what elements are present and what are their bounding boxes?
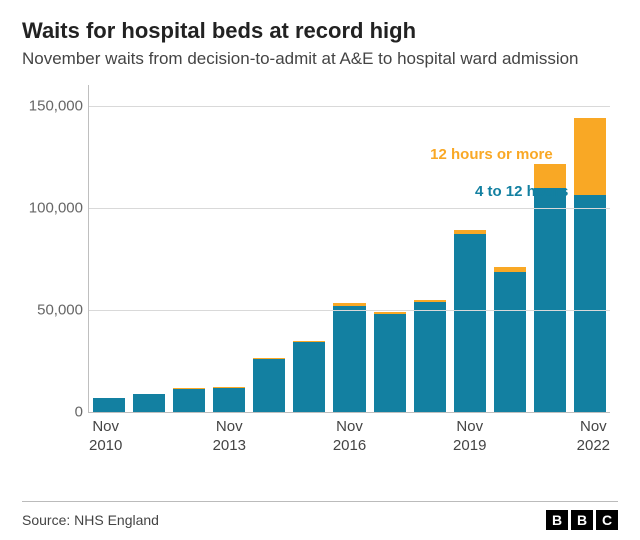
legend-s4_12: 4 to 12 hours: [475, 183, 568, 200]
bar-segment-s4_12: [534, 188, 566, 412]
gridline: [89, 106, 610, 107]
legend-s12p: 12 hours or more: [430, 146, 553, 163]
bar-segment-s12p: [574, 118, 606, 195]
bar-stack: [173, 388, 205, 412]
bbc-logo-block: C: [596, 510, 618, 530]
bar-slot: [289, 85, 329, 412]
bar-segment-s4_12: [494, 272, 526, 412]
source-text: Source: NHS England: [22, 512, 159, 528]
bar-segment-s4_12: [93, 398, 125, 412]
bbc-logo-block: B: [546, 510, 568, 530]
bbc-logo: BBC: [546, 510, 618, 530]
x-axis-label: Nov2016: [333, 418, 366, 456]
bar-segment-s4_12: [133, 394, 165, 412]
bar-stack: [213, 387, 245, 412]
plot-area: Nov2010Nov2013Nov2016Nov2019Nov2022 050,…: [88, 85, 610, 413]
bar-segment-s4_12: [414, 302, 446, 413]
bar-slot: [129, 85, 169, 412]
bar-stack: [494, 267, 526, 413]
x-axis-label: Nov2019: [453, 418, 486, 456]
bar-stack: [293, 341, 325, 413]
bar-stack: [414, 300, 446, 413]
bar-slot: Nov2022: [570, 85, 610, 412]
bar-slot: Nov2019: [450, 85, 490, 412]
bar-stack: [333, 303, 365, 412]
bar-slot: [530, 85, 570, 412]
bars-container: Nov2010 Nov2013 Nov2016 Nov2019 Nov2022: [89, 85, 610, 412]
bar-segment-s4_12: [293, 342, 325, 413]
x-axis-label: Nov2013: [213, 418, 246, 456]
bar-stack: [574, 118, 606, 412]
bar-stack: [454, 230, 486, 412]
bar-segment-s4_12: [213, 388, 245, 413]
bar-stack: [133, 394, 165, 413]
bar-segment-s4_12: [333, 306, 365, 413]
x-axis-label: Nov2010: [89, 418, 122, 456]
gridline: [89, 310, 610, 311]
bar-segment-s4_12: [253, 359, 285, 412]
chart-title: Waits for hospital beds at record high: [22, 18, 618, 44]
bar-stack: [93, 398, 125, 412]
bbc-logo-block: B: [571, 510, 593, 530]
bar-stack: [253, 358, 285, 412]
bar-segment-s4_12: [173, 389, 205, 413]
y-axis-label: 150,000: [29, 97, 83, 114]
gridline: [89, 208, 610, 209]
bar-stack: [374, 312, 406, 412]
y-axis-label: 100,000: [29, 199, 83, 216]
y-axis-label: 0: [75, 404, 83, 421]
y-axis-label: 50,000: [37, 302, 83, 319]
bar-slot: [410, 85, 450, 412]
bar-segment-s4_12: [454, 234, 486, 412]
bar-slot: Nov2013: [209, 85, 249, 412]
bar-stack: [534, 164, 566, 413]
x-axis-label: Nov2022: [577, 418, 610, 456]
chart-subtitle: November waits from decision-to-admit at…: [22, 48, 618, 69]
chart-area: Nov2010 Nov2013 Nov2016 Nov2019 Nov2022 0 50,…: [22, 85, 618, 455]
bar-segment-s4_12: [374, 314, 406, 412]
footer: Source: NHS England BBC: [22, 501, 618, 530]
bar-slot: [370, 85, 410, 412]
bar-slot: [490, 85, 530, 412]
bar-slot: [169, 85, 209, 412]
bar-slot: Nov2016: [329, 85, 369, 412]
bar-slot: [249, 85, 289, 412]
bar-slot: Nov2010: [89, 85, 129, 412]
bar-segment-s4_12: [574, 195, 606, 412]
